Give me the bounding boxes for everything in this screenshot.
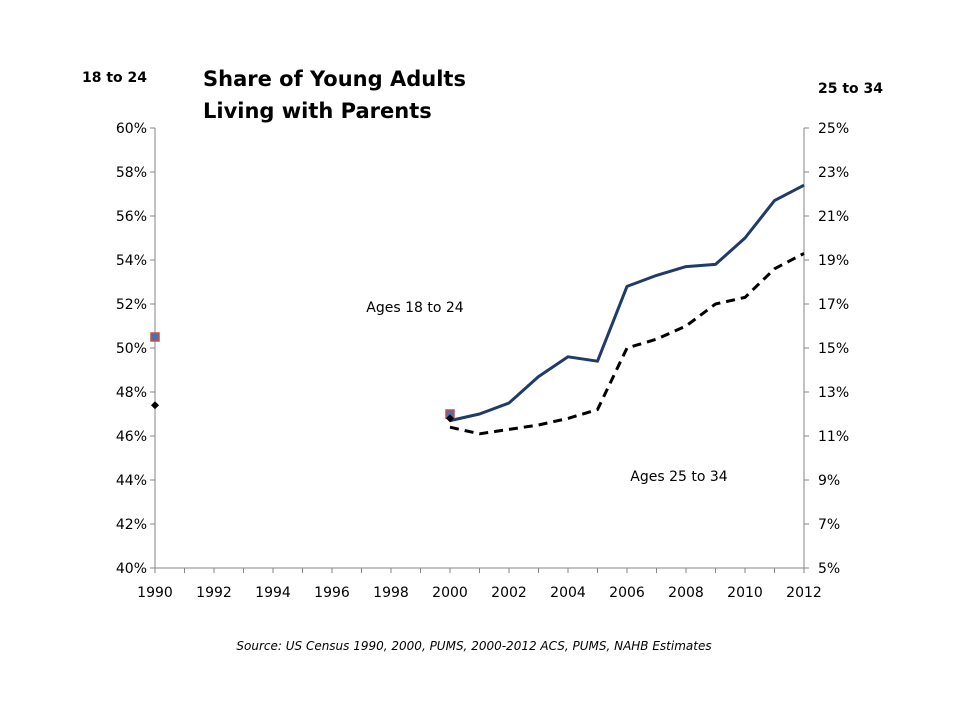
x-tick-label: 2008 — [668, 585, 704, 601]
x-tick-label: 2002 — [491, 585, 527, 601]
x-tick-label: 2006 — [609, 585, 645, 601]
right-y-tick-label: 21% — [818, 209, 849, 225]
left-y-tick-label: 52% — [116, 297, 147, 313]
marker-layer — [150, 332, 455, 423]
left-y-tick-label: 58% — [116, 165, 147, 181]
x-tick-label: 1994 — [255, 585, 291, 601]
marker-square-18-24 — [150, 332, 160, 342]
series-line-ages-25-34 — [449, 252, 805, 436]
right-y-tick-label: 25% — [818, 121, 849, 137]
x-tick-label: 1998 — [373, 585, 409, 601]
series-line-ages-18-24 — [449, 183, 805, 423]
right-y-tick-label: 23% — [818, 165, 849, 181]
right-y-tick-label: 9% — [818, 473, 840, 489]
left-y-tick-label: 60% — [116, 121, 147, 137]
right-y-tick-label: 17% — [818, 297, 849, 313]
marker-diamond-25-34 — [151, 401, 159, 410]
left-y-tick-label: 50% — [116, 341, 147, 357]
left-y-tick-label: 42% — [116, 517, 147, 533]
chart-title-line-2: Living with Parents — [203, 99, 432, 123]
x-tick-label: 1990 — [137, 585, 173, 601]
left-y-tick-label: 46% — [116, 429, 147, 445]
left-y-tick-label: 44% — [116, 473, 147, 489]
left-axis-title: 18 to 24 — [82, 70, 147, 86]
x-tick-label: 2010 — [727, 585, 763, 601]
right-y-tick-label: 7% — [818, 517, 840, 533]
right-y-tick-label: 5% — [818, 561, 840, 577]
x-tick-label: 2012 — [786, 585, 822, 601]
right-axis-title: 25 to 34 — [818, 81, 883, 97]
series-layer — [449, 183, 805, 436]
right-y-tick-label: 19% — [818, 253, 849, 269]
series-label-ages-25-34: Ages 25 to 34 — [630, 469, 727, 485]
chart-source-note: Source: US Census 1990, 2000, PUMS, 2000… — [236, 639, 711, 653]
series-label-ages-18-24: Ages 18 to 24 — [366, 300, 463, 316]
marker-diamond-25-34 — [446, 414, 454, 423]
x-tick-label: 2004 — [550, 585, 586, 601]
x-tick-label: 1992 — [196, 585, 232, 601]
x-tick-label: 2000 — [432, 585, 468, 601]
chart-title-line-1: Share of Young Adults — [203, 67, 466, 91]
left-y-tick-label: 56% — [116, 209, 147, 225]
right-y-tick-label: 13% — [818, 385, 849, 401]
right-y-tick-label: 15% — [818, 341, 849, 357]
x-tick-label: 1996 — [314, 585, 350, 601]
left-y-tick-label: 48% — [116, 385, 147, 401]
series-label-layer: Ages 18 to 24 Ages 25 to 34 — [366, 300, 727, 485]
left-y-tick-label: 54% — [116, 253, 147, 269]
right-y-tick-label: 11% — [818, 429, 849, 445]
tick-layer: 40% 42% 44% 46% 48% 50% 52% 54% 56% 58% 60% 5% 7% 9% 1… — [116, 121, 849, 601]
left-y-tick-label: 40% — [116, 561, 147, 577]
